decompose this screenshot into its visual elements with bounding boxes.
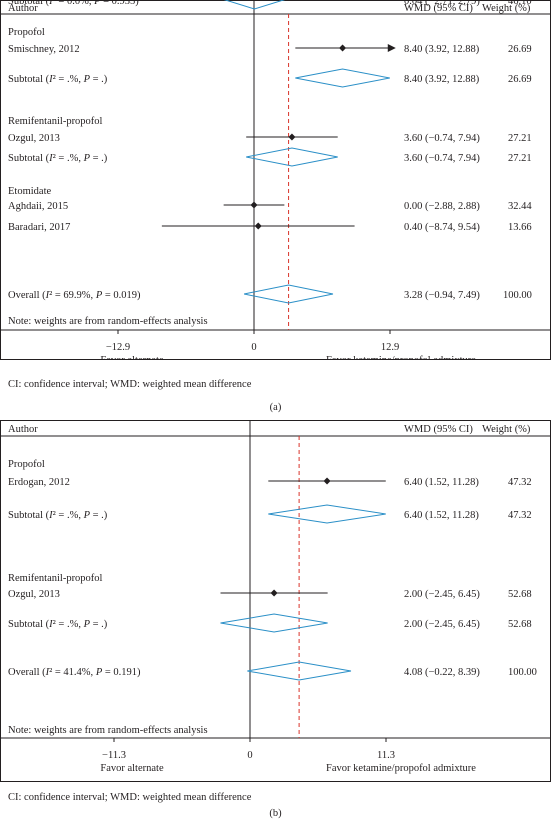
- a-row-0-group-label: Propofol: [8, 27, 45, 38]
- a-row-5-weight-text: 27.21: [508, 153, 532, 164]
- a-row-4-weight-text: 27.21: [508, 133, 532, 144]
- forest-plot-b-svg: Author WMD (95% CI) Weight (%) Propofol Erdo…: [0, 420, 551, 782]
- a-favor-left: Favor alternate: [100, 355, 164, 360]
- a-note: Note: weights are from random-effects an…: [8, 316, 208, 327]
- b-row-2-ci-text: 6.40 (1.52, 11.28): [404, 510, 479, 521]
- b-row-1-point: [323, 477, 331, 485]
- a-row-4-point: [288, 133, 296, 141]
- caption-b: (b): [269, 808, 282, 819]
- a-row-4-ci-text: 3.60 (−0.74, 7.94): [404, 133, 480, 144]
- footnote-a: CI: confidence interval; WMD: weighted m…: [8, 379, 252, 390]
- b-row-4-label: Ozgul, 2013: [8, 589, 60, 600]
- a-row-9-weight-text: 46.10: [508, 0, 532, 7]
- b-favor-left: Favor alternate: [100, 763, 164, 774]
- b-tick-label-0: −11.3: [102, 750, 126, 761]
- a-row-5-ci-text: 3.60 (−0.74, 7.94): [404, 153, 480, 164]
- b-header-author: Author: [8, 424, 38, 435]
- a-row-1-arrow: [387, 44, 396, 52]
- b-header-weight: Weight (%): [482, 424, 531, 435]
- b-row-4-ci-text: 2.00 (−2.45, 6.45): [404, 589, 480, 600]
- b-row-6-ci-text: 4.08 (−0.22, 8.39): [404, 667, 480, 678]
- a-row-8-point: [254, 222, 262, 230]
- b-header-ci: WMD (95% CI): [404, 424, 473, 435]
- b-row-2-label: Subtotal (I² = .%, P = .): [8, 510, 108, 521]
- b-row-1-label: Erdogan, 2012: [8, 477, 70, 488]
- b-row-5-label: Subtotal (I² = .%, P = .): [8, 619, 108, 630]
- a-row-3-group-label: Remifentanil-propofol: [8, 116, 103, 127]
- a-header-author: Author: [8, 3, 38, 14]
- b-tick-label-2: 11.3: [377, 750, 395, 761]
- footnote-b: CI: confidence interval; WMD: weighted m…: [8, 792, 252, 803]
- a-row-8-ci-text: 0.40 (−8.74, 9.54): [404, 222, 480, 233]
- a-row-1-ci-text: 8.40 (3.92, 12.88): [404, 44, 480, 55]
- b-row-2-weight-text: 47.32: [508, 510, 532, 521]
- b-row-6-diamond: [247, 661, 352, 681]
- a-tick-label-0: −12.9: [106, 342, 130, 353]
- b-row-4-weight-text: 52.68: [508, 589, 532, 600]
- a-row-1-point: [339, 44, 347, 52]
- a-row-2-diamond: [295, 68, 390, 88]
- b-row-5-ci-text: 2.00 (−2.45, 6.45): [404, 619, 480, 630]
- a-row-7-point: [250, 201, 258, 209]
- a-row-10-weight-text: 100.00: [503, 290, 532, 301]
- a-row-7-weight-text: 32.44: [508, 201, 532, 212]
- a-row-9-diamond: [223, 0, 286, 10]
- b-row-6-label: Overall (I² = 41.4%, P = 0.191): [8, 667, 141, 678]
- b-row-5-weight-text: 52.68: [508, 619, 532, 630]
- a-row-6-group-label: Etomidate: [8, 186, 51, 197]
- a-tick-label-1: 0: [251, 342, 256, 353]
- a-row-2-ci-text: 8.40 (3.92, 12.88): [404, 74, 480, 85]
- b-row-0-group-label: Propofol: [8, 459, 45, 470]
- forest-plot-a-svg: Author WMD (95% CI) Weight (%) Propofol Smis…: [0, 0, 551, 360]
- a-row-4-label: Ozgul, 2013: [8, 133, 60, 144]
- a-header-ci: WMD (95% CI): [404, 3, 473, 14]
- b-row-3-group-label: Remifentanil-propofol: [8, 573, 103, 584]
- a-row-8-label: Baradari, 2017: [8, 222, 70, 233]
- a-row-10-label: Overall (I² = 69.9%, P = 0.019): [8, 290, 141, 301]
- a-row-8-weight-text: 13.66: [508, 222, 532, 233]
- a-row-7-ci-text: 0.00 (−2.88, 2.88): [404, 201, 480, 212]
- a-row-9-ci-text: 0.04 (−2.71, 2.79): [404, 0, 480, 7]
- b-row-1-weight-text: 47.32: [508, 477, 532, 488]
- a-row-2-label: Subtotal (I² = .%, P = .): [8, 74, 108, 85]
- a-favor-right: Favor ketamine/propofol admixture: [326, 355, 476, 360]
- a-row-5-label: Subtotal (I² = .%, P = .): [8, 153, 108, 164]
- a-header-weight: Weight (%): [482, 3, 531, 14]
- caption-a: (a): [269, 402, 282, 413]
- a-row-1-weight-text: 26.69: [508, 44, 532, 55]
- a-row-5-diamond: [246, 147, 338, 167]
- b-row-6-weight-text: 100.00: [508, 667, 537, 678]
- a-tick-label-2: 12.9: [381, 342, 399, 353]
- b-row-1-ci-text: 6.40 (1.52, 11.28): [404, 477, 479, 488]
- a-row-10-ci-text: 3.28 (−0.94, 7.49): [404, 290, 480, 301]
- a-row-1-label: Smischney, 2012: [8, 44, 80, 55]
- b-row-4-point: [270, 589, 278, 597]
- a-row-10-diamond: [243, 284, 334, 304]
- a-row-7-label: Aghdaii, 2015: [8, 201, 68, 212]
- b-note: Note: weights are from random-effects an…: [8, 725, 208, 736]
- b-row-5-diamond: [220, 613, 328, 633]
- b-tick-label-1: 0: [247, 750, 252, 761]
- b-row-2-diamond: [268, 504, 386, 524]
- b-favor-right: Favor ketamine/propofol admixture: [326, 763, 476, 774]
- a-row-9-label: Subtotal (I² = 0.0%, P = 0.935): [8, 0, 139, 7]
- a-row-2-weight-text: 26.69: [508, 74, 532, 85]
